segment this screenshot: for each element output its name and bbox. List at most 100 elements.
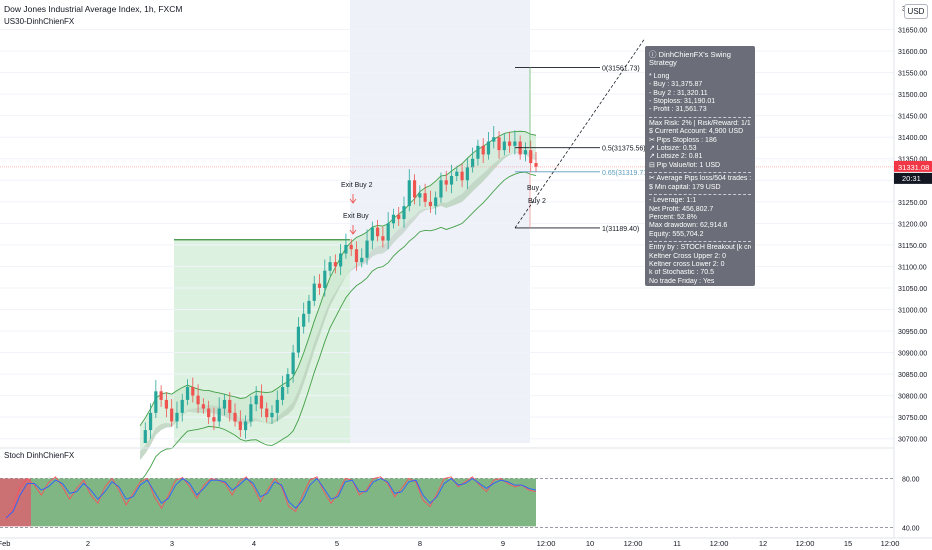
candle-body <box>249 404 253 422</box>
info-panel-title: ⓘ DinhChienFX's Swing Strategy <box>649 50 751 68</box>
candle-body <box>191 387 195 396</box>
info-panel-title-text: DinhChienFX's Swing Strategy <box>649 50 731 68</box>
keltner-bands <box>139 130 537 483</box>
candle-body <box>185 387 190 400</box>
candle-body <box>349 244 353 250</box>
candle-body <box>323 270 327 288</box>
info-line: ⊟ Pip Value/lot: 1 USD <box>649 161 721 169</box>
price-tick-label: 31350.00 <box>898 157 927 164</box>
candle-body <box>302 313 306 327</box>
current-price-badge <box>894 160 932 172</box>
time-tick-label: 5 <box>335 539 339 548</box>
price-tick-label: 31500.00 <box>898 92 927 99</box>
time-tick-label: 11 <box>673 539 681 548</box>
info-line: ✂ Pips Stoploss : 186 <box>649 136 717 144</box>
current-price-label: 31331.08 <box>898 163 929 172</box>
price-tick-label: 31000.00 <box>898 307 927 314</box>
price-tick-label: 30800.00 <box>898 394 927 401</box>
info-line: ↗ Lotsize 2: 0.81 <box>649 153 703 161</box>
price-tick-label: 30750.00 <box>898 415 927 422</box>
time-tick-label: 12:00 <box>796 539 815 548</box>
time-tick-label: 12:00 <box>537 539 556 548</box>
keltner-upper-line <box>139 130 537 427</box>
candle-body <box>280 387 285 400</box>
info-line: Keltner cross Lower 2: 0 <box>649 260 725 268</box>
info-line: $ Min capital: 179 USD <box>649 183 721 191</box>
price-tick-label: 31050.00 <box>898 286 927 293</box>
price-tick-label: 30850.00 <box>898 372 927 379</box>
keltner-lower-line <box>139 171 537 483</box>
candle-body <box>244 421 248 431</box>
info-line: Net Profit: 456,802.7 <box>649 205 714 213</box>
candle-body <box>534 163 538 167</box>
info-line: No trade Friday : Yes <box>649 277 715 285</box>
candle-body <box>265 408 269 418</box>
info-line: - Buy 2 : 31,320.11 <box>649 89 708 97</box>
fibonacci-levels: 0(31561.73) 0.5(31375.56) 0.65(31319.71) 1(… <box>514 37 649 233</box>
fib-label: 1(31189.40) <box>602 226 639 233</box>
candle-body <box>508 141 512 146</box>
info-line: Keltner Cross Upper 2: 0 <box>649 252 727 260</box>
price-tick-label: 31250.00 <box>898 200 927 207</box>
currency-button[interactable]: USD <box>904 4 928 19</box>
candle-body <box>228 399 232 413</box>
candle-body <box>376 227 380 237</box>
time-tick-label: 2 <box>86 539 90 548</box>
buy-2-label: Buy 2 <box>528 198 546 205</box>
info-icon: ⓘ <box>649 50 657 59</box>
fib-label: 0.5(31375.56) <box>602 146 646 153</box>
info-separator <box>649 241 751 243</box>
candle-body <box>170 408 174 422</box>
price-tick-label: 30900.00 <box>898 351 927 358</box>
stoch-tick-label: 40.00 <box>902 526 920 533</box>
candle-body <box>391 214 396 224</box>
candle-body <box>291 352 295 375</box>
candle-body <box>471 158 475 168</box>
price-tick-label: 31650.00 <box>898 28 927 35</box>
candle-body <box>386 223 390 241</box>
candle-body <box>497 137 501 151</box>
time-tick-label: 10 <box>586 539 594 548</box>
candle-body <box>434 197 438 207</box>
candle-body <box>513 141 517 146</box>
candle-body <box>270 412 274 418</box>
candle-body <box>254 395 258 405</box>
info-line: Max drawdown: 62,914.6 <box>649 222 728 230</box>
candle-body <box>455 171 459 176</box>
candle-body <box>492 137 496 142</box>
stochastic-panel <box>0 447 894 528</box>
candle-body <box>148 412 153 431</box>
candle-body <box>154 391 158 413</box>
candle-body <box>354 249 359 263</box>
fib-label: 0.65(31319.71) <box>602 170 649 177</box>
candle-body <box>164 399 168 409</box>
stoch-green-zone <box>31 478 536 527</box>
candle-body <box>312 283 316 301</box>
info-line: * Long <box>649 72 670 80</box>
info-line: k of Stochastic : 70.5 <box>649 269 714 277</box>
price-tick-label: 30700.00 <box>898 437 927 444</box>
info-separator <box>649 116 751 118</box>
candle-body <box>381 236 385 241</box>
candle-body <box>175 412 179 422</box>
price-tick-label: 31550.00 <box>898 71 927 78</box>
candle-body <box>333 262 337 267</box>
price-tick-label: 31600.00 <box>898 49 927 56</box>
time-tick-label: 12:00 <box>881 539 900 548</box>
time-tick-label: 12 <box>759 539 767 548</box>
countdown-badge <box>894 172 932 184</box>
info-separator <box>649 194 751 196</box>
exit-arrow-icon <box>349 194 357 204</box>
candle-body <box>180 399 184 413</box>
time-tick-label: 12:00 <box>710 539 729 548</box>
candle-body <box>365 240 369 258</box>
candle-body <box>407 180 411 207</box>
info-line: ✂ Average Pips loss/504 trades : 358 <box>649 175 751 183</box>
indicator-name: US30-DinhChienFX <box>4 17 75 26</box>
info-line: ↗ Lotsize: 0.53 <box>649 145 697 153</box>
price-tick-label: 30950.00 <box>898 329 927 336</box>
time-tick-label: 3 <box>170 539 174 548</box>
candle-body <box>212 417 216 422</box>
price-tick-label: 31150.00 <box>898 243 927 250</box>
